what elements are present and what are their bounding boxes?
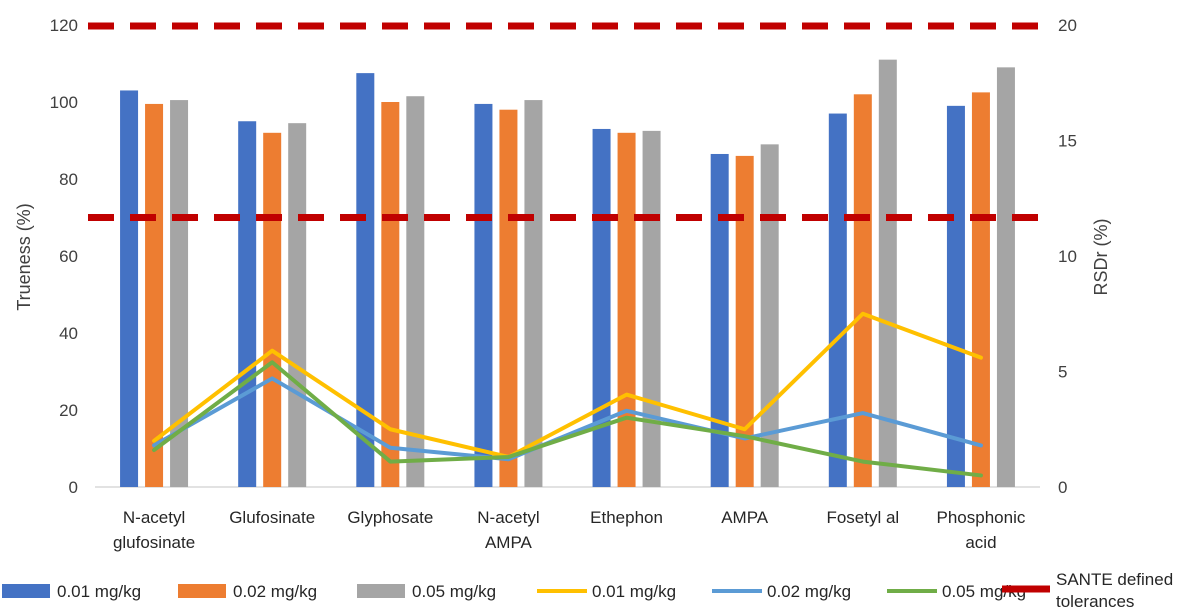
bar-series-1 [356,73,375,487]
category-label: N-acetyl AMPA [477,508,539,552]
category-label: N-acetyl glufosinate [113,508,195,552]
category-label-line: Fosetyl al [826,508,899,527]
bar-series-2 [971,92,990,487]
bar-series-1 [474,103,493,488]
bar-series-3 [878,59,897,488]
tolerance-lines-layer [88,22,1045,221]
y-tick-label: 60 [59,247,78,266]
bar-series-2 [617,132,636,488]
category-label-line: Glyphosate [347,508,433,527]
bar-series-3 [996,67,1015,487]
bar-series-2 [853,94,872,488]
category-label: AMPA [721,508,769,527]
y-tick-label: 40 [59,324,78,343]
legend-label: SANTE defined [1056,570,1173,589]
category-label-line: glufosinate [113,533,195,552]
y2-axis-title: RSDr (%) [1091,219,1111,296]
bar-series-2 [381,102,400,487]
right-axis: 0 5 10 15 20 [1058,16,1077,497]
category-label: Glyphosate [347,508,433,527]
bar-series-1 [946,105,965,487]
y2-tick-label: 5 [1058,363,1067,382]
bar-series-3 [406,96,425,487]
category-labels: N-acetyl glufosinate Glufosinate Glyphosate… [113,508,1026,552]
bar-series-2 [145,103,164,488]
category-label-line: AMPA [485,533,533,552]
bar-series-1 [238,121,257,487]
legend-label: 0.02 mg/kg [767,582,851,601]
category-label: Phosphonic acid [937,508,1026,552]
y-tick-label: 120 [50,16,78,35]
bar-series-1 [120,90,139,487]
category-label: Fosetyl al [826,508,899,527]
category-label-line: Glufosinate [229,508,315,527]
bar-series-2 [499,109,518,487]
y-tick-label: 20 [59,401,78,420]
category-label-line: Ethephon [590,508,663,527]
y2-tick-label: 20 [1058,16,1077,35]
category-label-line: N-acetyl [477,508,539,527]
legend-label: 0.01 mg/kg [592,582,676,601]
left-axis: 0 20 40 60 80 100 120 [50,16,78,497]
y-tick-label: 80 [59,170,78,189]
y2-tick-label: 15 [1058,132,1077,151]
bar-series-2 [735,155,754,487]
legend: 0.01 mg/kg 0.02 mg/kg 0.05 mg/kg 0.01 mg/kg… [2,570,1173,610]
legend-label: 0.01 mg/kg [57,582,141,601]
bar-series-3 [170,100,189,487]
category-label-line: acid [965,533,996,552]
y2-tick-label: 10 [1058,247,1077,266]
bar-series-1 [828,113,847,488]
bar-series-1 [592,128,611,487]
line-series-3 [152,360,983,478]
y-axis-title: Trueness (%) [14,203,34,310]
legend-swatch [2,584,50,598]
bar-series-2 [263,132,282,488]
lines-layer [152,311,983,478]
line-series-1 [152,311,983,459]
y2-tick-label: 0 [1058,478,1067,497]
category-label-line: N-acetyl [123,508,185,527]
category-label-line: Phosphonic [937,508,1026,527]
y-tick-label: 0 [69,478,78,497]
legend-label: 0.02 mg/kg [233,582,317,601]
category-label: Glufosinate [229,508,315,527]
bar-series-3 [288,123,307,488]
bars-layer [120,59,1015,488]
category-label: Ethephon [590,508,663,527]
legend-swatch [357,584,405,598]
bar-series-1 [710,153,729,487]
bar-series-3 [524,100,543,487]
y-tick-label: 100 [50,93,78,112]
category-label-line: AMPA [721,508,769,527]
line-series-2 [152,376,983,462]
legend-swatch [178,584,226,598]
legend-label: 0.05 mg/kg [412,582,496,601]
legend-label: tolerances [1056,592,1134,610]
bar-series-3 [642,130,661,487]
